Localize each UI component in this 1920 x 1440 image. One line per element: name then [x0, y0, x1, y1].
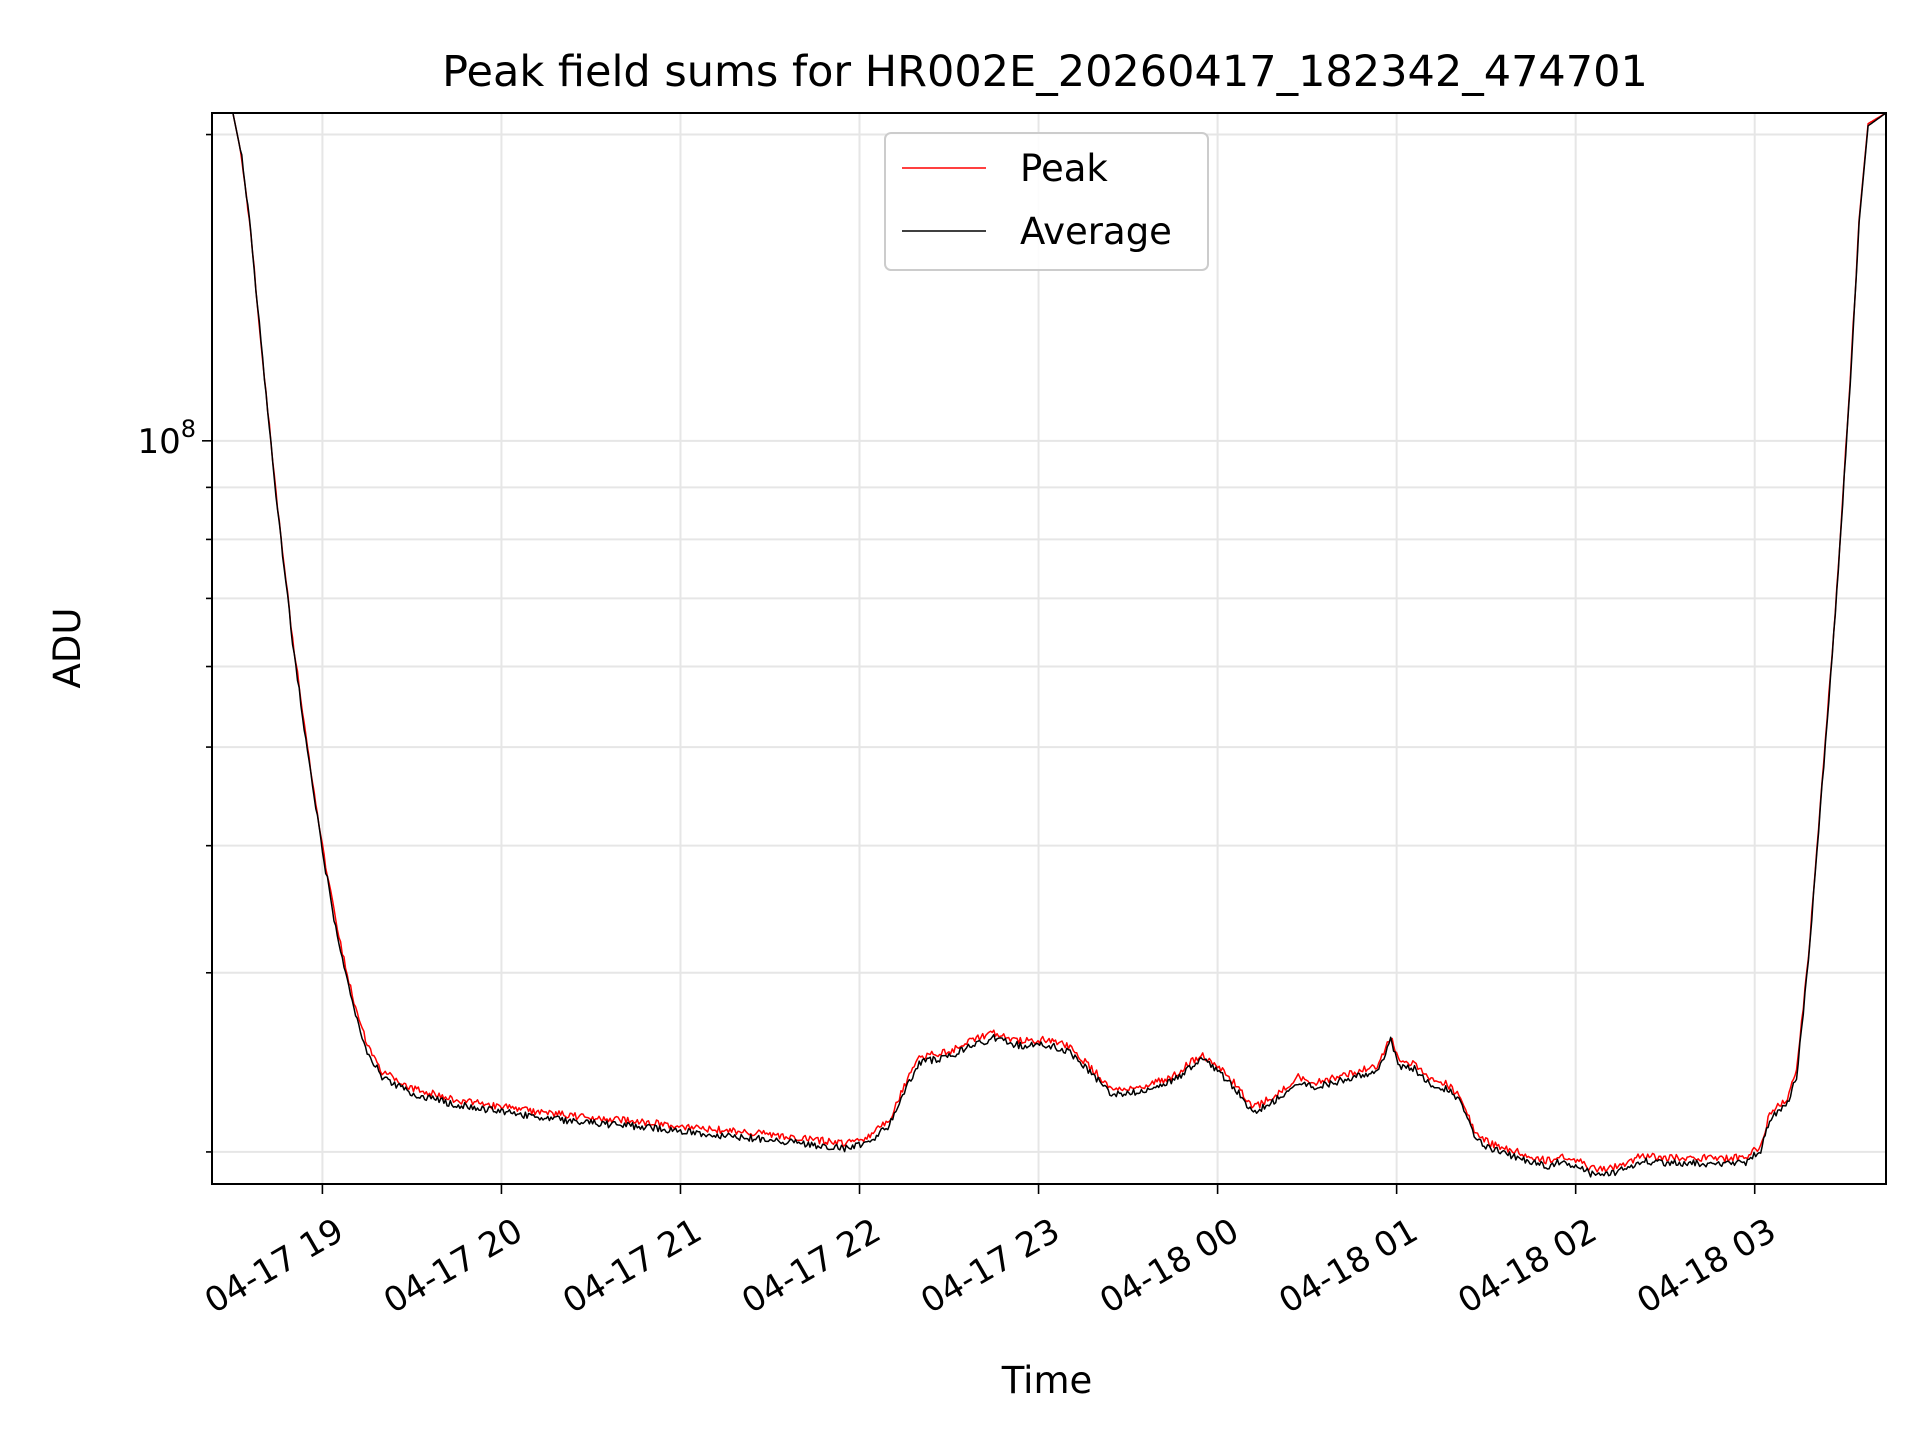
- legend: Peak Average: [884, 132, 1209, 271]
- y-axis: 108: [137, 133, 212, 1153]
- series-line-average: [212, 112, 1887, 1178]
- legend-peak-label: Peak: [1020, 147, 1108, 190]
- y-tick-label-base: 10: [137, 422, 180, 462]
- legend-average-label: Average: [1020, 210, 1172, 253]
- plot-frame: [211, 112, 1887, 1185]
- x-axis-label: Time: [1001, 1359, 1093, 1402]
- series-group: [212, 112, 1887, 1178]
- y-tick-label: 108: [137, 415, 196, 462]
- chart-title: Peak field sums for HR002E_20260417_1823…: [442, 47, 1648, 97]
- y-axis-label: ADU: [46, 608, 89, 689]
- y-tick-label-exponent: 8: [181, 415, 196, 443]
